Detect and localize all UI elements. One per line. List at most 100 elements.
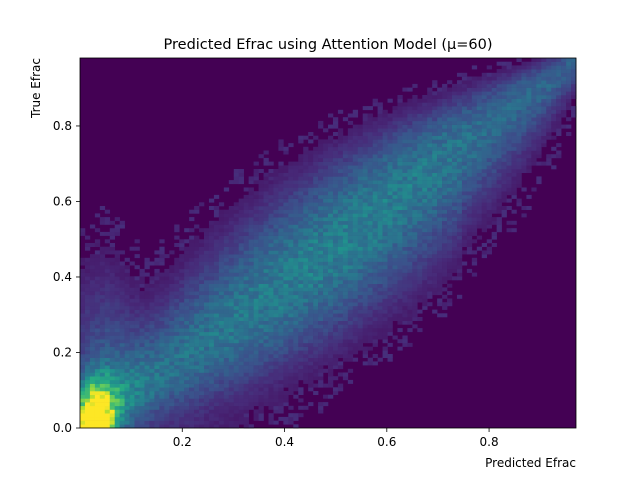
heatmap-cell: [466, 250, 473, 255]
heatmap-cell: [223, 324, 230, 329]
heatmap-cell: [466, 124, 473, 129]
heatmap-cell: [367, 254, 373, 259]
heatmap-cell: [89, 379, 96, 384]
heatmap-cell: [397, 309, 403, 314]
heatmap-cell: [199, 291, 205, 296]
heatmap-cell: [402, 157, 408, 162]
heatmap-cell: [253, 309, 259, 314]
heatmap-cell: [362, 198, 368, 203]
heatmap-cell: [337, 305, 344, 310]
heatmap-cell: [208, 339, 215, 344]
heatmap-cell: [397, 169, 403, 173]
heatmap-cell: [119, 346, 125, 351]
heatmap-cell: [144, 402, 150, 407]
heatmap-cell: [318, 361, 324, 366]
heatmap-cell: [174, 261, 180, 266]
heatmap-cell: [372, 331, 378, 336]
heatmap-cell: [124, 409, 130, 414]
heatmap-cell: [293, 354, 299, 358]
heatmap-cell: [169, 398, 175, 403]
heatmap-cell: [253, 416, 259, 421]
heatmap-cell: [377, 328, 383, 333]
heatmap-cell: [328, 187, 334, 192]
heatmap-cell: [84, 257, 91, 262]
heatmap-cell: [119, 328, 125, 333]
heatmap-cell: [447, 298, 453, 303]
heatmap-cell: [372, 243, 378, 247]
heatmap-cell: [417, 150, 423, 155]
heatmap-cell: [169, 342, 175, 347]
heatmap-cell: [194, 268, 200, 273]
heatmap-cell: [179, 398, 185, 403]
heatmap-cell: [253, 357, 259, 362]
heatmap-cell: [223, 331, 230, 336]
heatmap-cell: [313, 313, 319, 318]
heatmap-cell: [501, 113, 507, 118]
heatmap-cell: [442, 165, 448, 170]
heatmap-cell: [218, 342, 225, 347]
heatmap-cell: [332, 376, 339, 381]
heatmap-cell: [179, 246, 185, 251]
heatmap-cell: [84, 409, 91, 414]
heatmap-cell: [228, 335, 235, 340]
heatmap-cell: [367, 224, 373, 229]
heatmap-cell: [238, 328, 244, 333]
heatmap-cell: [223, 224, 230, 229]
heatmap-cell: [129, 324, 135, 329]
heatmap-cell: [144, 294, 150, 299]
heatmap-cell: [283, 402, 289, 407]
heatmap-cell: [342, 143, 349, 148]
heatmap-cell: [258, 250, 264, 255]
heatmap-cell: [94, 379, 101, 384]
heatmap-cell: [323, 191, 329, 196]
heatmap-cell: [422, 132, 428, 136]
heatmap-cell: [204, 387, 210, 392]
heatmap-cell: [154, 291, 160, 296]
heatmap-cell: [109, 409, 116, 414]
heatmap-cell: [466, 161, 473, 166]
heatmap-cell: [367, 172, 373, 177]
heatmap-cell: [268, 368, 274, 373]
heatmap-cell: [109, 324, 116, 329]
heatmap-cell: [452, 183, 458, 188]
heatmap-cell: [104, 239, 111, 244]
heatmap-cell: [466, 187, 473, 192]
heatmap-cell: [377, 194, 383, 199]
heatmap-cell: [114, 387, 120, 392]
heatmap-cell: [278, 165, 284, 170]
heatmap-cell: [332, 365, 339, 370]
heatmap-cell: [179, 305, 185, 310]
heatmap-cell: [238, 213, 244, 218]
heatmap-cell: [352, 220, 359, 225]
heatmap-cell: [298, 198, 304, 203]
heatmap-cell: [169, 294, 175, 299]
heatmap-cell: [332, 143, 339, 148]
heatmap-cell: [84, 361, 91, 366]
heatmap-cell: [318, 191, 324, 196]
heatmap-cell: [238, 354, 244, 358]
heatmap-cell: [491, 172, 497, 177]
heatmap-cell: [278, 213, 284, 218]
heatmap-cell: [496, 161, 502, 166]
heatmap-cell: [218, 350, 225, 355]
heatmap-cell: [204, 335, 210, 340]
heatmap-cell: [278, 261, 284, 266]
heatmap-cell: [397, 209, 403, 214]
heatmap-cell: [442, 139, 448, 144]
heatmap-cell: [496, 102, 502, 107]
heatmap-cell: [258, 354, 264, 358]
heatmap-cell: [253, 376, 259, 381]
heatmap-cell: [442, 106, 448, 111]
heatmap-cell: [332, 172, 339, 177]
heatmap-cell: [417, 106, 423, 111]
heatmap-cell: [164, 268, 170, 273]
heatmap-cell: [179, 261, 185, 266]
heatmap-cell: [357, 194, 364, 199]
heatmap-cell: [402, 250, 408, 255]
heatmap-cell: [263, 398, 269, 403]
heatmap-cell: [407, 261, 413, 266]
heatmap-cell: [248, 324, 254, 329]
heatmap-cell: [367, 265, 373, 270]
heatmap-cell: [169, 272, 175, 277]
heatmap-cell: [124, 265, 130, 270]
